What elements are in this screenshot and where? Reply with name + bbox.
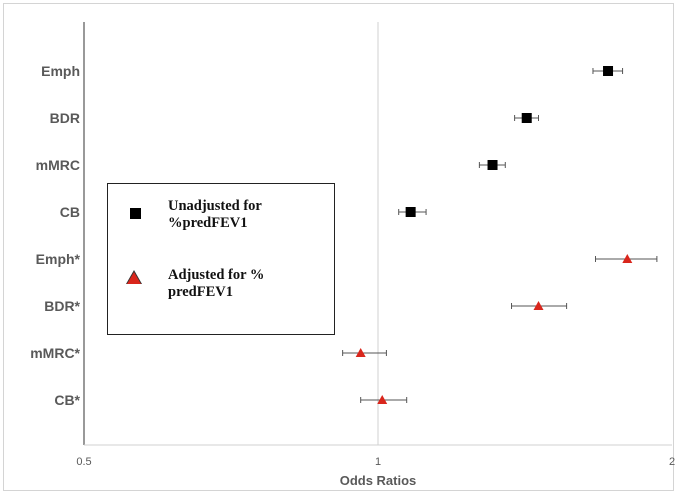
category-label: BDR*	[44, 298, 80, 314]
legend-square-icon	[130, 208, 141, 219]
category-label: mMRC*	[30, 345, 80, 361]
data-point-square	[521, 113, 532, 123]
category-label: mMRC	[36, 157, 80, 173]
category-label: BDR	[50, 110, 80, 126]
legend: Unadjusted for %predFEV1 Adjusted for % …	[107, 183, 335, 335]
x-tick-label: 0.5	[76, 456, 91, 468]
legend-adjusted-label: Adjusted for % predFEV1	[168, 267, 265, 300]
category-label: CB	[60, 204, 80, 220]
data-point-triangle	[377, 395, 388, 404]
data-point-triangle	[622, 254, 633, 263]
legend-unadjusted-label: Unadjusted for %predFEV1	[168, 198, 262, 231]
data-point-triangle	[355, 348, 366, 357]
data-point-square	[405, 207, 416, 217]
x-tick-label: 1	[375, 456, 381, 468]
category-label: CB*	[54, 392, 80, 408]
x-tick-label: 2	[669, 456, 675, 468]
x-axis-title: Odds Ratios	[340, 473, 417, 488]
data-point-square	[603, 66, 614, 76]
category-label: Emph	[41, 63, 80, 79]
category-label: Emph*	[36, 251, 81, 267]
data-point-square	[487, 160, 498, 170]
legend-triangle-icon	[127, 271, 141, 284]
data-point-triangle	[533, 301, 544, 310]
